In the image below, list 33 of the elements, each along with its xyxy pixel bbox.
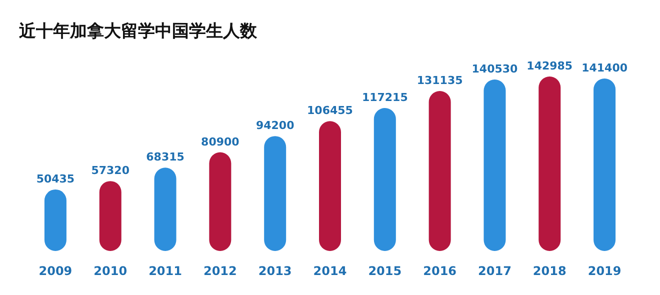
data-label: 106455 (307, 104, 353, 118)
data-label: 80900 (201, 135, 240, 148)
data-label: 131135 (416, 74, 463, 88)
data-label: 141400 (582, 61, 628, 74)
bar (319, 121, 341, 251)
data-label: 140530 (472, 62, 518, 76)
bar (264, 136, 286, 251)
x-tick-label: 2018 (532, 264, 566, 278)
x-tick-label: 2011 (148, 264, 182, 278)
data-label: 94200 (256, 119, 295, 132)
x-tick-label: 2016 (423, 264, 457, 278)
bar (484, 80, 506, 251)
data-label: 50435 (36, 172, 75, 186)
data-label: 57320 (91, 164, 130, 178)
x-tick-label: 2012 (203, 264, 237, 278)
x-tick-label: 2010 (94, 264, 128, 278)
bar (538, 76, 561, 251)
data-label: 142985 (526, 60, 573, 73)
x-tick-label: 2017 (478, 264, 512, 278)
data-label: 68315 (146, 150, 184, 164)
x-tick-label: 2013 (258, 264, 292, 278)
x-tick-label: 2009 (38, 264, 72, 278)
bar (428, 91, 451, 251)
bar (374, 108, 396, 251)
x-tick-label: 2019 (588, 264, 622, 278)
x-tick-label: 2015 (368, 264, 402, 278)
data-label: 117215 (362, 91, 408, 104)
bar (209, 152, 232, 251)
bar (99, 181, 122, 251)
chart-title: 近十年加拿大留学中国学生人数 (18, 22, 258, 42)
bar (154, 168, 176, 251)
bar (594, 78, 616, 251)
x-tick-label: 2014 (313, 264, 347, 278)
